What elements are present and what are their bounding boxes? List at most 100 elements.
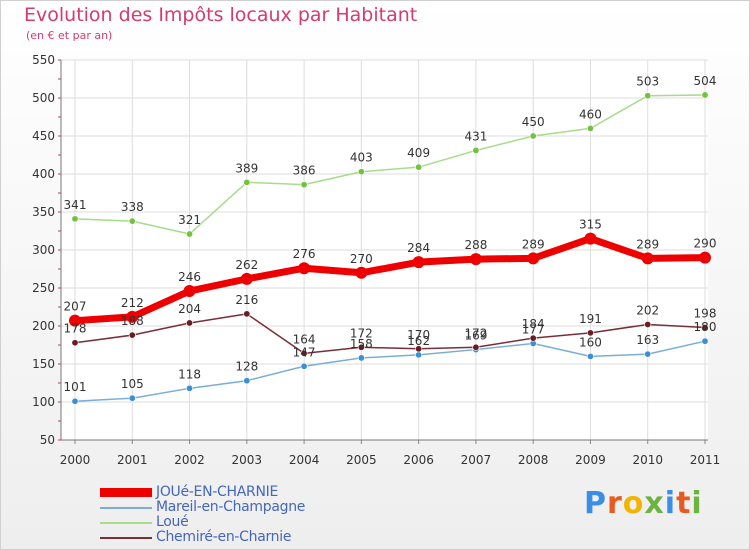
x-tick-label: 2002 [174, 453, 205, 467]
x-tick-label: 2005 [346, 453, 377, 467]
data-point [586, 124, 594, 132]
data-point [186, 230, 194, 238]
legend-label-chemire-en-charnie: Chemiré-en-Charnie [156, 529, 292, 545]
proxiti-logo: Proxiti [584, 486, 703, 521]
data-label: 177 [522, 322, 545, 336]
data-point [412, 256, 425, 269]
data-point [701, 337, 709, 345]
y-tick-label: 200 [32, 319, 55, 333]
x-tick-label: 2010 [632, 453, 663, 467]
data-label: 315 [579, 218, 602, 232]
data-point [243, 310, 251, 318]
x-tick-label: 2011 [690, 453, 721, 467]
data-point [300, 181, 308, 189]
legend-item-chemire-en-charnie: Chemiré-en-Charnie [100, 529, 360, 545]
legend-label-mareil-en-champagne: Mareil-en-Champagne [156, 499, 306, 515]
data-point [128, 394, 136, 402]
data-point [128, 331, 136, 339]
data-label: 341 [64, 198, 87, 212]
data-label: 246 [178, 270, 201, 284]
data-point [71, 339, 79, 347]
x-tick-label: 2009 [575, 453, 606, 467]
legend-swatch-chemire-en-charnie [100, 537, 152, 539]
logo-letter: x [644, 486, 665, 521]
logo-letter: i [691, 486, 703, 521]
data-label: 172 [350, 326, 373, 340]
data-point [584, 232, 597, 245]
data-label: 164 [293, 332, 316, 346]
data-point [644, 92, 652, 100]
data-label: 289 [636, 237, 659, 251]
legend-label-loue: Loué [156, 514, 189, 530]
x-tick-label: 2003 [232, 453, 263, 467]
data-point [71, 397, 79, 405]
series-line [74, 313, 706, 355]
logo-letter: o [622, 486, 645, 521]
data-label: 321 [178, 213, 201, 227]
data-point [300, 349, 308, 357]
data-label: 118 [178, 367, 201, 381]
data-point [183, 285, 196, 298]
data-point [357, 343, 365, 351]
data-label: 163 [636, 333, 659, 347]
data-point [586, 329, 594, 337]
data-label: 290 [694, 237, 717, 251]
data-point [240, 272, 253, 285]
x-tick-label: 2001 [117, 453, 148, 467]
data-point [472, 146, 480, 154]
data-label: 288 [464, 238, 487, 252]
data-label: 172 [464, 326, 487, 340]
data-point [701, 91, 709, 99]
data-label: 284 [407, 241, 430, 255]
data-label: 262 [235, 258, 258, 272]
data-point [529, 334, 537, 342]
logo-letter: i [664, 486, 677, 521]
data-point [69, 314, 81, 327]
data-label: 212 [121, 296, 144, 310]
y-tick-label: 150 [32, 357, 55, 371]
legend-swatch-mareil-en-champagne [100, 507, 152, 509]
data-point [357, 168, 365, 176]
y-tick-label: 250 [32, 281, 55, 295]
data-label: 409 [407, 146, 430, 160]
logo-letter: r [607, 486, 623, 521]
data-point [415, 351, 423, 359]
data-point [355, 266, 368, 279]
data-label: 504 [694, 74, 717, 88]
data-point [699, 251, 711, 264]
data-point [415, 163, 423, 171]
data-point [415, 345, 423, 353]
legend-swatch-joue-en-charnie [100, 488, 152, 497]
data-point [469, 253, 482, 266]
series-line [71, 235, 709, 325]
data-label: 289 [522, 237, 545, 251]
x-tick-label: 2007 [461, 453, 492, 467]
data-label: 147 [293, 345, 316, 359]
data-point [529, 132, 537, 140]
data-label: 180 [694, 320, 717, 334]
data-point [298, 262, 311, 275]
data-label: 128 [235, 360, 258, 374]
x-tick-label: 2000 [60, 453, 91, 467]
y-tick-label: 400 [32, 167, 55, 181]
data-point [243, 377, 251, 385]
data-point [300, 362, 308, 370]
data-label: 169 [464, 329, 487, 343]
data-label: 338 [121, 200, 144, 214]
data-label: 207 [64, 300, 87, 314]
data-label: 160 [579, 335, 602, 349]
data-label: 216 [235, 293, 258, 307]
logo-letter: t [676, 486, 692, 521]
data-point [126, 310, 139, 323]
y-tick-label: 50 [40, 433, 55, 447]
data-point [527, 252, 540, 265]
data-point [472, 343, 480, 351]
series-line [74, 94, 706, 235]
legend-item-loue: Loué [100, 514, 360, 530]
data-label: 460 [579, 107, 602, 121]
data-point [186, 319, 194, 327]
data-point [701, 324, 709, 332]
y-tick-label: 350 [32, 205, 55, 219]
data-point [586, 352, 594, 360]
